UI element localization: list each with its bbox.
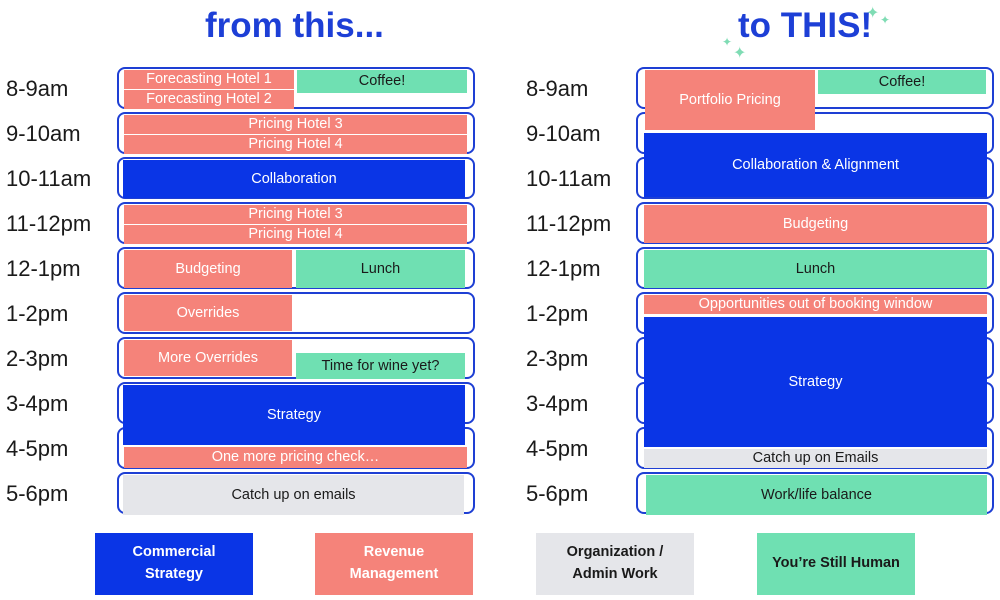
legend-item-commercial: Commercial Strategy <box>95 533 253 595</box>
event-block[interactable]: Forecasting Hotel 2 <box>124 90 294 109</box>
event-block[interactable]: More Overrides <box>124 340 292 376</box>
time-label: 4-5pm <box>526 436 589 461</box>
event-block[interactable]: Pricing Hotel 3 <box>124 205 467 224</box>
event-block[interactable]: Strategy <box>123 385 465 445</box>
legend-label-line: Strategy <box>144 566 203 582</box>
event-block[interactable]: Pricing Hotel 4 <box>124 135 467 154</box>
event-block[interactable]: One more pricing check… <box>124 447 467 468</box>
time-label: 4-5pm <box>6 436 69 461</box>
legend-item-admin: Organization / Admin Work <box>536 533 694 595</box>
event-block[interactable]: Budgeting <box>124 250 292 288</box>
time-label: 12-1pm <box>526 256 601 281</box>
legend-label-line: Organization / <box>566 544 664 561</box>
title-before: from this... <box>205 6 384 45</box>
legend-label-line: Admin Work <box>572 566 658 582</box>
event-block[interactable]: Catch up on emails <box>123 475 464 515</box>
time-label: 9-10am <box>526 121 601 146</box>
event-block[interactable]: Time for wine yet? <box>296 353 465 379</box>
legend-label: Revenue Management <box>350 542 439 586</box>
event-block[interactable]: Coffee! <box>818 70 986 94</box>
legend-label-line: Management <box>349 566 439 582</box>
time-label: 3-4pm <box>526 391 589 416</box>
time-label: 8-9am <box>6 76 69 101</box>
event-block[interactable]: Opportunities out of booking window <box>644 295 987 314</box>
sparkle-icon: ✦ <box>866 5 880 22</box>
legend-label-line: Commercial <box>132 544 216 561</box>
time-label: 12-1pm <box>6 256 81 281</box>
legend-label: You’re Still Human <box>772 553 900 575</box>
time-label: 5-6pm <box>526 481 589 506</box>
event-block[interactable]: Work/life balance <box>646 475 987 515</box>
time-label: 1-2pm <box>6 301 69 326</box>
event-block[interactable]: Collaboration <box>123 160 465 198</box>
sparkle-icon: ✦ <box>722 35 733 49</box>
sparkle-icon: ✦ <box>733 45 747 62</box>
time-label: 1-2pm <box>526 301 589 326</box>
event-block[interactable]: Pricing Hotel 3 <box>124 115 467 134</box>
time-label: 11-12pm <box>526 211 612 236</box>
event-block[interactable]: Lunch <box>296 250 465 288</box>
legend-label: Commercial Strategy <box>132 542 215 586</box>
legend-item-revenue: Revenue Management <box>315 533 473 595</box>
event-block[interactable]: Strategy <box>644 317 987 447</box>
time-label: 11-12pm <box>6 211 92 236</box>
event-block[interactable]: Collaboration & Alignment <box>644 133 987 197</box>
time-label: 3-4pm <box>6 391 69 416</box>
time-label: 5-6pm <box>6 481 69 506</box>
event-block[interactable]: Coffee! <box>297 70 467 93</box>
legend-label: Organization / Admin Work <box>567 542 664 586</box>
event-block[interactable]: Catch up on Emails <box>644 449 987 468</box>
time-label: 2-3pm <box>6 346 69 371</box>
sparkle-icon: ✦ <box>880 13 891 27</box>
event-block[interactable]: Pricing Hotel 4 <box>124 225 467 244</box>
event-block[interactable]: Forecasting Hotel 1 <box>124 70 294 89</box>
legend-item-human: You’re Still Human <box>757 533 915 595</box>
event-block[interactable]: Overrides <box>124 295 292 331</box>
time-label: 10-11am <box>6 166 92 191</box>
legend-label-line: You’re Still Human <box>772 555 900 572</box>
title-after: to THIS! <box>738 6 873 45</box>
legend-label-line: Revenue <box>363 544 425 561</box>
time-label: 2-3pm <box>526 346 589 371</box>
event-block[interactable]: Lunch <box>644 250 987 288</box>
time-label: 9-10am <box>6 121 81 146</box>
time-label: 10-11am <box>526 166 612 191</box>
event-block[interactable]: Portfolio Pricing <box>645 70 815 130</box>
event-block[interactable]: Budgeting <box>644 205 987 243</box>
time-label: 8-9am <box>526 76 589 101</box>
